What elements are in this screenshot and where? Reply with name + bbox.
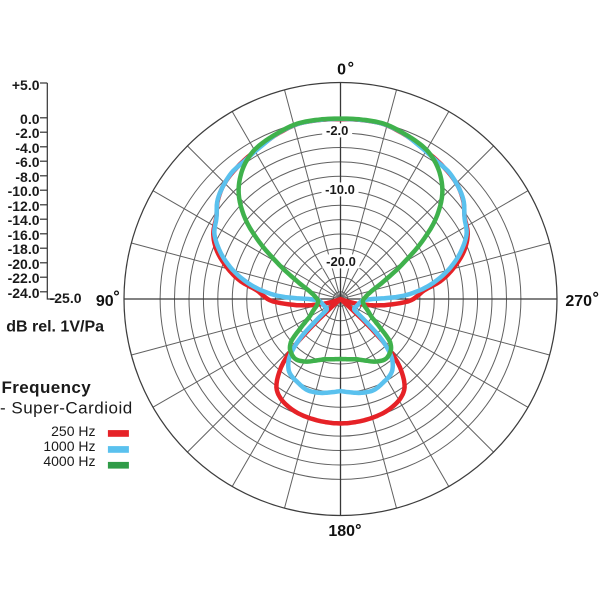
svg-text:-20.0: -20.0 (326, 254, 356, 269)
svg-text:-18.0: -18.0 (8, 241, 40, 257)
svg-text:-24.0: -24.0 (8, 285, 40, 301)
svg-text:-4.0: -4.0 (15, 140, 39, 156)
svg-text:1000 Hz: 1000 Hz (43, 438, 95, 454)
svg-text:- Super-Cardioid: - Super-Cardioid (0, 399, 133, 418)
svg-text:-22.0: -22.0 (8, 270, 40, 286)
svg-text:-20.0: -20.0 (8, 256, 40, 272)
svg-text:0: 0 (337, 61, 346, 78)
svg-text:4000 Hz: 4000 Hz (43, 453, 95, 469)
svg-text:250 Hz: 250 Hz (51, 423, 95, 439)
svg-text:-16.0: -16.0 (8, 227, 40, 243)
svg-text:-14.0: -14.0 (8, 212, 40, 228)
svg-text:0.0: 0.0 (20, 111, 40, 127)
svg-text:180: 180 (328, 523, 355, 540)
svg-text:-25.0: -25.0 (50, 290, 82, 306)
svg-text:-12.0: -12.0 (8, 198, 40, 214)
svg-text:+5.0: +5.0 (12, 77, 40, 93)
svg-text:-8.0: -8.0 (15, 169, 39, 185)
svg-text:270: 270 (565, 293, 592, 310)
svg-text:90: 90 (96, 293, 114, 310)
svg-text:Frequency: Frequency (2, 378, 92, 397)
svg-text:-10.0: -10.0 (8, 183, 40, 199)
svg-text:-10.0: -10.0 (325, 182, 355, 197)
svg-text:-2.0: -2.0 (326, 123, 348, 138)
svg-text:-2.0: -2.0 (15, 125, 39, 141)
svg-text:-6.0: -6.0 (15, 154, 39, 170)
svg-text:dB rel. 1V/Pa: dB rel. 1V/Pa (6, 318, 104, 335)
